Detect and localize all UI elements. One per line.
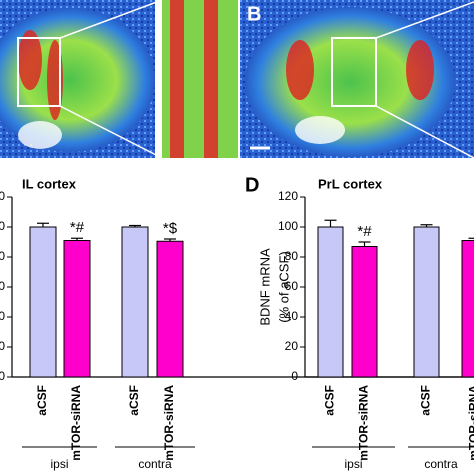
- bar: [63, 240, 91, 378]
- hot-spot: [295, 116, 345, 144]
- hot-spot: [406, 40, 434, 100]
- y-tick-label: 80: [285, 249, 299, 263]
- x-tick-label: mTOR-siRNA: [467, 385, 474, 461]
- bar: [351, 246, 378, 378]
- y-tick-label: 40: [285, 309, 299, 323]
- y-tick-label: 80: [0, 249, 5, 263]
- panel-label: D: [245, 174, 259, 196]
- annotation: *#: [70, 219, 85, 236]
- annotation: *#: [357, 223, 372, 240]
- y-tick-label: 100: [278, 219, 298, 233]
- y-tick-label: 0: [291, 369, 298, 383]
- bar: [156, 240, 184, 378]
- x-tick-label: mTOR-siRNA: [69, 385, 83, 461]
- y-tick-label: 60: [0, 279, 5, 293]
- chart-title: IL cortex: [22, 176, 77, 191]
- y-tick-label: 00: [0, 219, 5, 233]
- y-tick-label: 20: [285, 339, 299, 353]
- group-label: contra: [424, 457, 458, 471]
- micrographs: B: [0, 0, 474, 159]
- inset-box: [17, 37, 61, 107]
- inset-line: [59, 0, 163, 39]
- x-tick-label: aCSF: [323, 385, 337, 416]
- y-axis-label: BDNF mRNA: [257, 248, 272, 326]
- hot-spot: [18, 30, 42, 90]
- panel-label: B: [247, 3, 261, 25]
- x-tick-label: aCSF: [419, 385, 433, 416]
- hot-spot: [18, 121, 62, 149]
- annotation: *$: [163, 220, 178, 237]
- hot-band: [204, 0, 218, 158]
- bar: [317, 226, 344, 378]
- bar: [413, 226, 440, 378]
- inset-line: [375, 1, 474, 39]
- inset-line: [59, 105, 163, 159]
- x-tick-label: mTOR-siRNA: [357, 385, 371, 461]
- hot-band: [170, 0, 184, 158]
- y-tick-label: 0: [0, 369, 5, 383]
- bar: [461, 240, 474, 378]
- inset-line: [375, 105, 474, 159]
- y-tick-label: 60: [285, 279, 299, 293]
- group-label: ipsi: [344, 457, 362, 471]
- bar: [29, 226, 57, 378]
- group-label: contra: [138, 457, 172, 471]
- chart-title: PrL cortex: [318, 176, 383, 191]
- y-tick-label: 20: [0, 339, 5, 353]
- x-tick-label: aCSF: [127, 385, 141, 416]
- inset-box: [331, 37, 377, 107]
- group-label: ipsi: [50, 457, 68, 471]
- y-tick-label: 20: [0, 189, 5, 203]
- hot-spot: [286, 40, 314, 100]
- y-tick-label: 40: [0, 309, 5, 323]
- x-tick-label: aCSF: [35, 385, 49, 416]
- y-axis-label: (% of aCSF): [276, 251, 291, 323]
- y-tick-label: 120: [278, 189, 298, 203]
- bar: [121, 226, 149, 378]
- x-tick-label: mTOR-siRNA: [162, 385, 176, 461]
